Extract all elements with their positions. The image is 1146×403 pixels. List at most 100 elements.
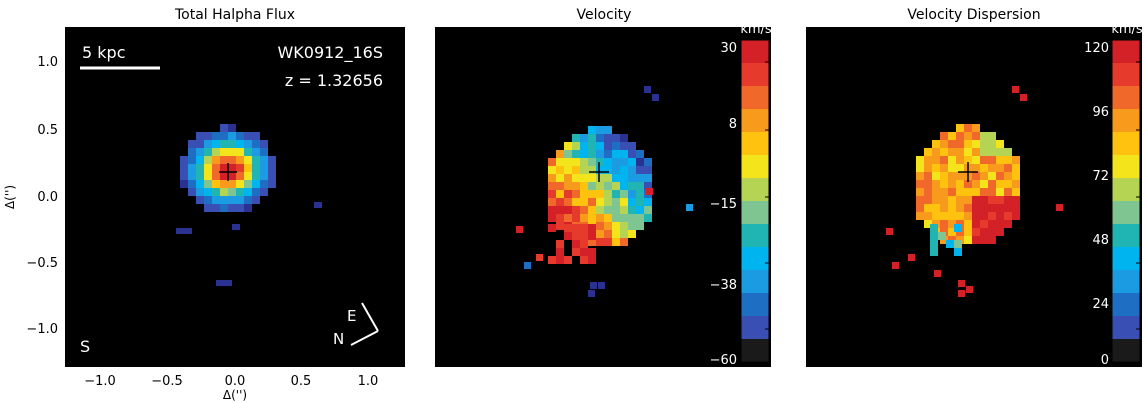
dispersion-pixel — [972, 212, 980, 220]
velocity-pixel — [572, 240, 580, 248]
cbar-tick-label: −15 — [710, 197, 737, 212]
dispersion-pixel — [988, 172, 996, 180]
dispersion-pixel — [940, 164, 948, 172]
dispersion-pixel — [932, 212, 940, 220]
dispersion-pixel — [988, 140, 996, 148]
velocity-pixel — [604, 238, 612, 246]
flux-pixel — [184, 228, 192, 234]
dispersion-pixel — [958, 290, 965, 297]
flux-pixel — [204, 148, 212, 156]
dispersion-pixel — [932, 204, 940, 212]
velocity-pixel — [596, 166, 604, 174]
flux-pixel — [212, 148, 220, 156]
velocity-pixel — [556, 222, 564, 230]
dispersion-pixel — [940, 204, 948, 212]
velocity-pixel — [580, 182, 588, 190]
flux-pixel — [228, 124, 236, 132]
velocity-pixel — [612, 190, 620, 198]
dispersion-pixel — [938, 232, 946, 240]
dispersion-pixel — [916, 196, 924, 204]
velocity-pixel — [564, 158, 572, 166]
dispersion-pixel — [940, 212, 948, 220]
colorbar-swatch — [741, 270, 769, 294]
dispersion-pixel — [924, 188, 932, 196]
flux-pixel — [268, 172, 276, 180]
dispersion-pixel — [916, 212, 924, 220]
dispersion-pixel — [972, 196, 980, 204]
dispersion-pixel — [940, 196, 948, 204]
dispersion-pixel — [930, 240, 938, 248]
dispersion-pixel — [924, 164, 932, 172]
velocity-pixel — [580, 142, 588, 150]
dispersion-pixel — [988, 164, 996, 172]
velocity-pixel — [590, 282, 597, 289]
flux-pixel — [236, 196, 244, 204]
velocity-pixel — [604, 150, 612, 158]
velocity-pixel — [612, 158, 620, 166]
flux-pixel — [212, 164, 220, 172]
dispersion-pixel — [946, 240, 954, 248]
flux-pixel — [236, 164, 244, 172]
dispersion-pixel — [948, 204, 956, 212]
dispersion-pixel — [972, 132, 980, 140]
dispersion-pixel — [948, 148, 956, 156]
dispersion-pixel — [924, 148, 932, 156]
flux-pixel — [220, 196, 228, 204]
flux-pixel — [244, 188, 252, 196]
velocity-pixel — [572, 206, 580, 214]
velocity-pixel — [636, 150, 644, 158]
xtick-label: 1.0 — [358, 374, 379, 389]
velocity-pixel — [620, 238, 628, 246]
dispersion-pixel — [1020, 94, 1027, 101]
dispersion-pixel — [980, 204, 988, 212]
dispersion-pixel — [1004, 212, 1012, 220]
flux-pixel — [228, 172, 236, 180]
velocity-pixel — [536, 254, 543, 261]
velocity-pixel — [580, 214, 588, 222]
ytick-label: −0.5 — [26, 256, 58, 271]
velocity-pixel — [612, 182, 620, 190]
dispersion-pixel — [908, 254, 915, 261]
velocity-pixel — [612, 214, 620, 222]
colorbar-swatch — [1112, 224, 1140, 248]
velocity-pixel — [556, 190, 564, 198]
colorbar-swatch — [1112, 132, 1140, 156]
flux-pixel — [252, 172, 260, 180]
velocity-pixel — [612, 166, 620, 174]
panel3-ticks — [806, 27, 1142, 367]
velocity-pixel — [548, 256, 556, 264]
flux-peak-marker — [219, 163, 237, 181]
dispersion-pixel — [996, 140, 1004, 148]
flux-pixel — [244, 148, 252, 156]
velocity-pixel — [644, 166, 652, 174]
flux-pixel — [260, 180, 268, 188]
x-axis-label: Δ('') — [223, 388, 247, 402]
dispersion-pixel — [972, 172, 980, 180]
velocity-colorbar-ticks: 30 8 −15 −38 −60 — [710, 41, 737, 368]
dispersion-pixel — [988, 212, 996, 220]
velocity-pixel — [620, 222, 628, 230]
dispersion-pixel — [932, 156, 940, 164]
velocity-pixel — [644, 182, 652, 190]
dispersion-pixel — [1004, 164, 1012, 172]
dispersion-pixel — [1004, 188, 1012, 196]
flux-pixel — [260, 188, 268, 196]
dispersion-pixel — [1012, 156, 1020, 164]
velocity-pixel — [612, 134, 620, 142]
dispersion-pixel — [972, 180, 980, 188]
velocity-pixel — [652, 94, 659, 101]
dispersion-pixel — [980, 156, 988, 164]
panel1-xtick-labels: −1.0 −0.5 0.0 0.5 1.0 — [84, 374, 378, 389]
flux-pixel — [236, 148, 244, 156]
colorbar-swatch — [741, 293, 769, 317]
velocity-pixel — [620, 158, 628, 166]
velocity-pixel — [572, 190, 580, 198]
dispersion-pixel — [1012, 180, 1020, 188]
dispersion-pixel — [924, 220, 932, 228]
cbar-tick-label: 8 — [729, 117, 737, 132]
velocity-pixel — [556, 240, 564, 248]
velocity-pixel — [580, 190, 588, 198]
velocity-pixel — [588, 238, 596, 246]
flux-pixel — [212, 172, 220, 180]
flux-pixel — [204, 180, 212, 188]
